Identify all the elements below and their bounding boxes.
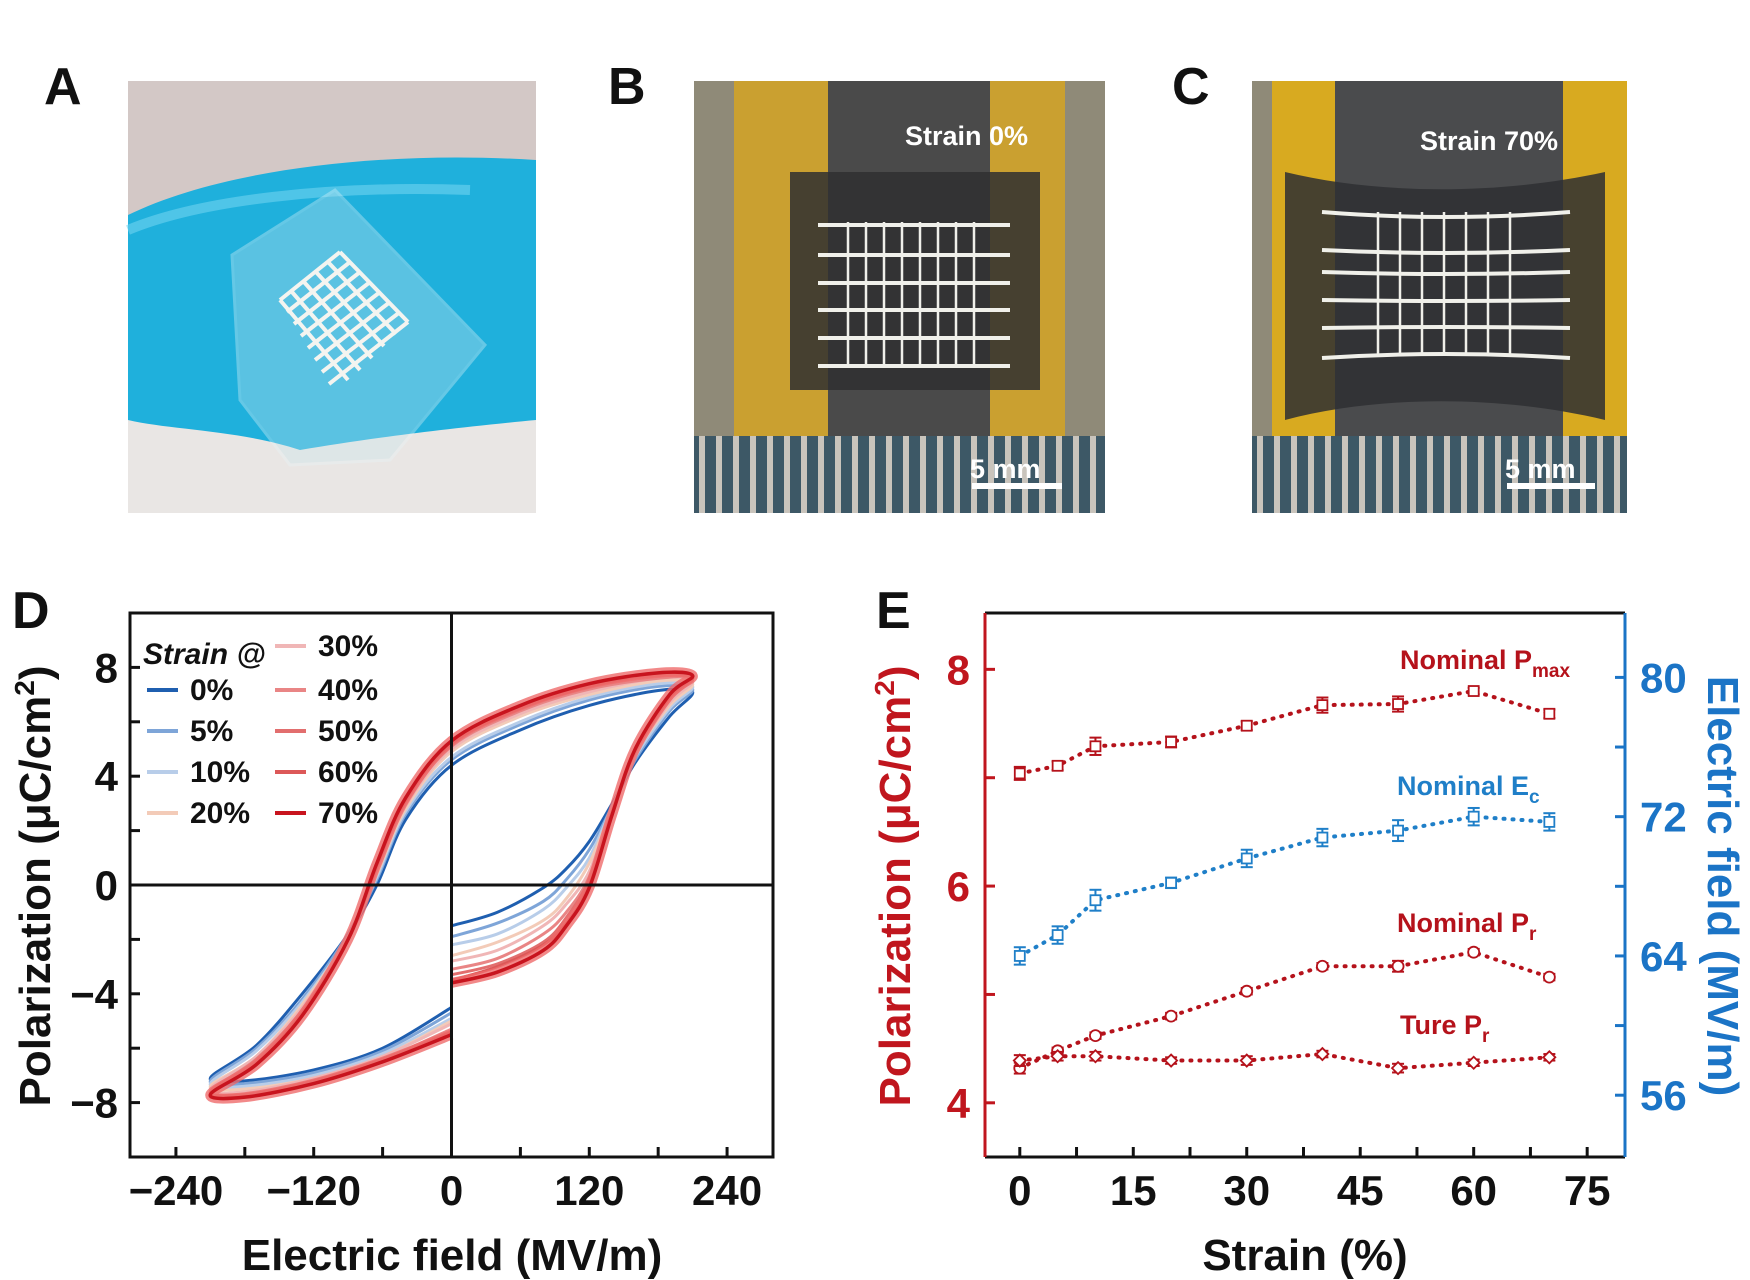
data-point-square <box>1240 852 1253 865</box>
y-right-tick-label: 64 <box>1640 933 1687 980</box>
y-tick-label: −4 <box>70 971 119 1018</box>
panel-label-e: E <box>876 582 911 640</box>
y-tick-label: −8 <box>70 1080 118 1127</box>
panel-label-c: C <box>1172 58 1210 116</box>
data-point-square <box>1467 810 1480 823</box>
series-line-0 <box>1017 688 1552 776</box>
panel-label-a: A <box>44 58 82 116</box>
y-tick-label: 8 <box>95 644 118 691</box>
legend-label: 0% <box>190 674 233 707</box>
photo-a <box>126 81 536 513</box>
chart-d-xlabel: Electric field (MV/m) <box>242 1231 663 1280</box>
data-point-square <box>1089 894 1102 907</box>
x-tick-label: 0 <box>440 1167 463 1214</box>
data-point-circle <box>1467 945 1481 959</box>
x-tick-label: 120 <box>554 1167 624 1214</box>
photo-c <box>1252 81 1627 513</box>
legend-label: 70% <box>318 797 378 830</box>
strain-caption-c: Strain 70% <box>1420 126 1558 156</box>
panel-label-d: D <box>12 582 50 640</box>
chart-e-strain: 0 15 30 45 60 75 4 6 8 56 64 72 80 <box>947 611 1687 1214</box>
x-tick-label: 0 <box>1008 1167 1031 1214</box>
scale-bar-label-b: 5 mm <box>970 454 1041 484</box>
legend-label: 30% <box>318 630 378 663</box>
data-point-circle <box>1315 959 1329 973</box>
chart-d-hysteresis: −240 −120 0 120 240 −8 −4 0 4 8 <box>70 611 775 1214</box>
data-point-diamond <box>1542 1050 1557 1065</box>
series-line-2 <box>1017 950 1552 1071</box>
x-tick-label: 60 <box>1450 1167 1497 1214</box>
data-point-square <box>1165 876 1177 889</box>
annotation-nominal-pr: Nominal Pr <box>1397 908 1537 945</box>
data-point-square <box>1392 698 1404 710</box>
data-point-square <box>1543 707 1556 720</box>
x-tick-label: −120 <box>266 1167 361 1214</box>
annotation-nominal-pmax: Nominal Pmax <box>1400 645 1570 682</box>
data-point-square <box>1051 929 1064 941</box>
legend-d: 0% 5% 10% 20% 30% 40% 50% 60% 70% <box>147 630 378 830</box>
data-point-square <box>1316 831 1329 844</box>
data-point-square <box>1467 685 1480 697</box>
chart-d-ylabel: Polarization (μC/cm2) <box>9 666 60 1107</box>
y-left-tick-label: 8 <box>947 646 970 693</box>
data-point-square <box>1165 736 1177 748</box>
legend-label: 20% <box>190 797 250 830</box>
data-point-diamond <box>1466 1055 1481 1070</box>
legend-label: 40% <box>318 674 378 707</box>
data-point-diamond <box>1315 1046 1330 1062</box>
legend-label: 10% <box>190 756 250 789</box>
legend-title: Strain @ <box>143 638 266 671</box>
x-tick-label: 240 <box>692 1167 762 1214</box>
chart-e-ylabel-right: Electric field (MV/m) <box>1698 676 1747 1097</box>
legend-label: 60% <box>318 756 378 789</box>
data-point-diamond <box>1163 1053 1179 1068</box>
legend-label: 5% <box>190 715 233 748</box>
data-point-square <box>1240 719 1253 732</box>
chart-e-ylabel-left: Polarization (μC/cm2) <box>869 666 920 1107</box>
data-point-square <box>1089 740 1102 753</box>
x-tick-label: −240 <box>129 1167 224 1214</box>
data-point-diamond <box>1050 1048 1065 1064</box>
x-tick-label: 30 <box>1223 1167 1270 1214</box>
scale-bar-label-c: 5 mm <box>1505 454 1576 484</box>
strain-caption-b: Strain 0% <box>905 121 1028 151</box>
x-tick-label: 15 <box>1110 1167 1157 1214</box>
x-tick-label: 75 <box>1564 1167 1611 1214</box>
data-point-square <box>1392 824 1404 837</box>
series-line-70pct <box>208 670 695 1101</box>
data-point-circle <box>1089 1029 1102 1043</box>
y-right-tick-label: 56 <box>1640 1072 1687 1119</box>
y-left-tick-label: 4 <box>947 1080 971 1127</box>
panel-label-b: B <box>608 58 646 116</box>
data-point-square <box>1013 950 1026 962</box>
data-point-square <box>1013 767 1026 780</box>
annotation-nominal-ec: Nominal Ec <box>1397 771 1540 808</box>
data-point-diamond <box>1390 1060 1406 1076</box>
photo-b <box>694 81 1105 513</box>
data-point-circle <box>1164 1009 1178 1023</box>
data-point-square <box>1051 759 1064 772</box>
y-tick-label: 4 <box>95 753 119 800</box>
data-point-diamond <box>1012 1053 1028 1068</box>
legend-label: 50% <box>318 715 378 748</box>
chart-e-xlabel: Strain (%) <box>1202 1231 1407 1280</box>
annotation-true-pr: Ture Pr <box>1400 1010 1490 1047</box>
y-right-tick-label: 72 <box>1640 794 1687 841</box>
data-point-square <box>1543 815 1556 828</box>
data-point-circle <box>1240 984 1254 998</box>
y-right-tick-label: 80 <box>1640 654 1687 701</box>
data-point-square <box>1316 699 1329 712</box>
data-point-circle <box>1542 970 1556 984</box>
data-point-diamond <box>1088 1048 1103 1064</box>
data-point-diamond <box>1239 1053 1255 1068</box>
y-tick-label: 0 <box>95 862 118 909</box>
x-tick-label: 45 <box>1337 1167 1384 1214</box>
data-point-circle <box>1391 959 1405 973</box>
y-left-tick-label: 6 <box>947 863 970 910</box>
